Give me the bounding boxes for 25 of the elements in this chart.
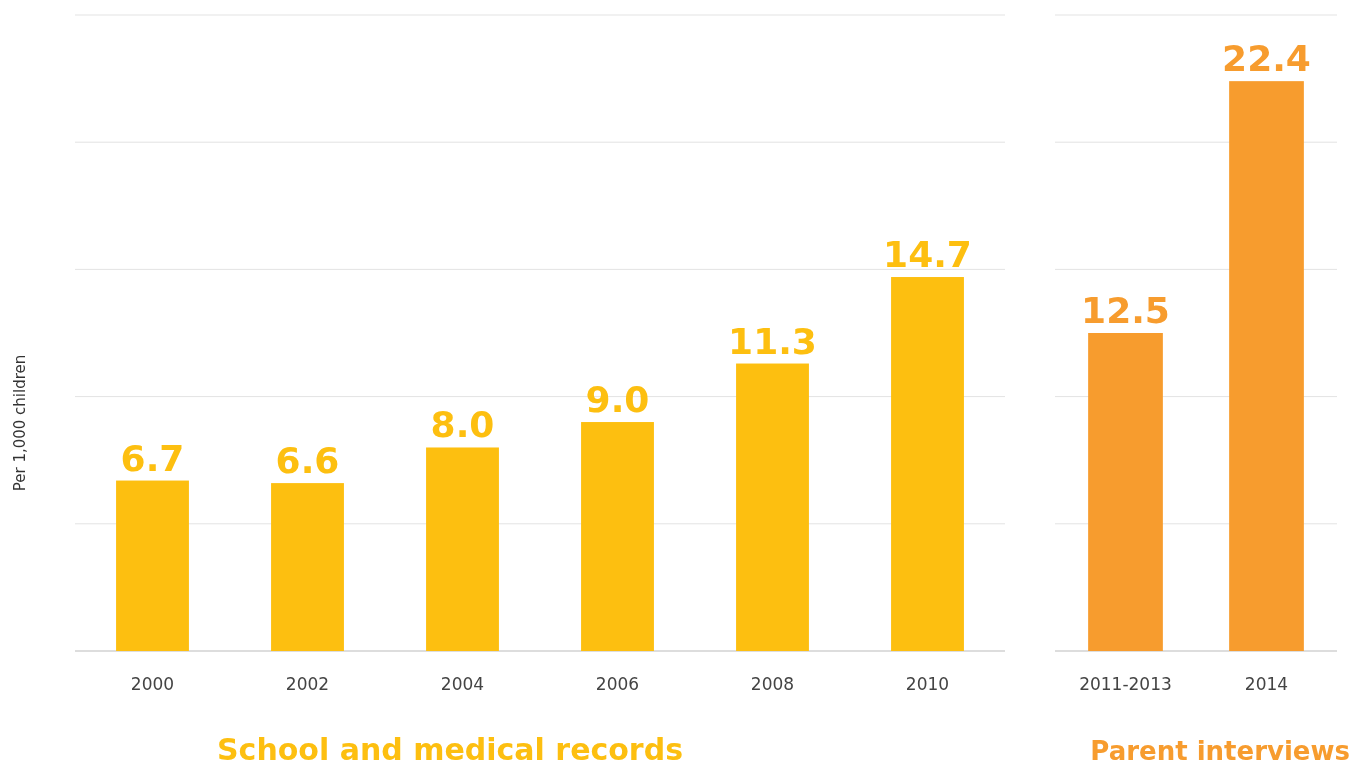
x-axis-title: School and medical records [217, 732, 683, 766]
data-label: 9.0 [585, 379, 650, 421]
bar [891, 277, 964, 651]
bar [426, 447, 499, 651]
x-tick-label: 2008 [750, 674, 795, 694]
y-axis-title: Per 1,000 children [11, 354, 29, 492]
data-label: 22.4 [1222, 38, 1311, 80]
data-label: 6.6 [275, 440, 340, 482]
x-tick-label: 2004 [440, 674, 485, 694]
data-label: 14.7 [883, 234, 972, 276]
data-label: 8.0 [430, 404, 495, 446]
bar [271, 483, 344, 651]
x-tick-label: 2006 [595, 674, 640, 694]
x-tick-label: 2002 [285, 674, 330, 694]
bar [736, 363, 809, 651]
x-tick-label: 2000 [130, 674, 175, 694]
data-label: 12.5 [1081, 290, 1170, 331]
bar [581, 422, 654, 651]
x-tick-label: 2010 [905, 674, 950, 694]
x-tick-label: 2014 [1244, 674, 1289, 694]
bar [116, 480, 189, 651]
data-label: 6.7 [120, 437, 185, 479]
x-axis-title: Parent interviews [1090, 736, 1350, 766]
x-tick-label: 2011-2013 [1079, 674, 1172, 694]
data-label: 11.3 [728, 320, 817, 362]
